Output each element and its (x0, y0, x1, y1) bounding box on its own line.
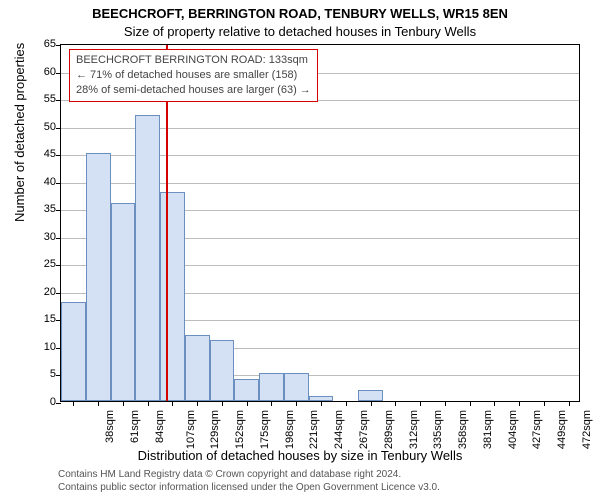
chart-title-main: BEECHCROFT, BERRINGTON ROAD, TENBURY WEL… (0, 6, 600, 21)
histogram-bar (210, 340, 235, 401)
y-tick-mark (56, 293, 61, 294)
histogram-bar (185, 335, 210, 401)
histogram-bar (234, 379, 259, 401)
x-tick-mark (73, 401, 74, 406)
y-tick-label: 50 (44, 121, 56, 133)
x-tick-mark (470, 401, 471, 406)
y-tick-label: 65 (44, 38, 56, 50)
x-tick-mark (445, 401, 446, 406)
y-tick-label: 45 (44, 148, 56, 160)
x-tick-mark (519, 401, 520, 406)
footer-line-1: Contains HM Land Registry data © Crown c… (58, 468, 440, 481)
footer-text: Contains HM Land Registry data © Crown c… (58, 468, 440, 494)
histogram-bar (358, 390, 383, 401)
y-tick-label: 35 (44, 203, 56, 215)
x-tick-label: 335sqm (432, 410, 444, 449)
x-tick-label: 152sqm (234, 410, 246, 449)
x-tick-mark (247, 401, 248, 406)
y-tick-mark (56, 100, 61, 101)
x-tick-label: 358sqm (457, 410, 469, 449)
x-tick-label: 267sqm (358, 410, 370, 449)
y-tick-label: 0 (50, 396, 56, 408)
y-tick-mark (56, 238, 61, 239)
y-tick-mark (56, 265, 61, 266)
x-tick-label: 221sqm (309, 410, 321, 449)
x-tick-mark (346, 401, 347, 406)
annotation-box: BEECHCROFT BERRINGTON ROAD: 133sqm← 71% … (69, 49, 318, 102)
x-tick-label: 427sqm (531, 410, 543, 449)
x-tick-label: 381sqm (482, 410, 494, 449)
x-tick-mark (98, 401, 99, 406)
histogram-bar (111, 203, 136, 401)
plot-region: BEECHCROFT BERRINGTON ROAD: 133sqm← 71% … (60, 44, 580, 402)
x-tick-label: 198sqm (284, 410, 296, 449)
y-tick-label: 55 (44, 93, 56, 105)
histogram-bar (259, 373, 284, 401)
x-tick-mark (172, 401, 173, 406)
histogram-bar (86, 153, 111, 401)
y-tick-label: 25 (44, 258, 56, 270)
x-tick-mark (395, 401, 396, 406)
chart-title-sub: Size of property relative to detached ho… (0, 24, 600, 39)
chart-area: BEECHCROFT BERRINGTON ROAD: 133sqm← 71% … (60, 44, 580, 402)
y-tick-label: 30 (44, 231, 56, 243)
x-tick-mark (222, 401, 223, 406)
histogram-bar (61, 302, 86, 401)
x-tick-label: 175sqm (259, 410, 271, 449)
y-tick-mark (56, 210, 61, 211)
x-tick-label: 289sqm (383, 410, 395, 449)
x-tick-mark (494, 401, 495, 406)
y-tick-label: 5 (50, 368, 56, 380)
y-tick-mark (56, 128, 61, 129)
x-tick-mark (569, 401, 570, 406)
x-tick-mark (321, 401, 322, 406)
x-axis-title: Distribution of detached houses by size … (0, 448, 600, 463)
footer-line-2: Contains public sector information licen… (58, 481, 440, 494)
annotation-line: 28% of semi-detached houses are larger (… (76, 83, 311, 98)
y-tick-label: 60 (44, 66, 56, 78)
annotation-line: BEECHCROFT BERRINGTON ROAD: 133sqm (76, 53, 311, 68)
y-tick-label: 40 (44, 176, 56, 188)
x-tick-mark (123, 401, 124, 406)
y-tick-mark (56, 73, 61, 74)
x-tick-mark (371, 401, 372, 406)
x-tick-mark (271, 401, 272, 406)
y-tick-mark (56, 45, 61, 46)
y-tick-mark (56, 183, 61, 184)
histogram-bar (160, 192, 185, 401)
x-tick-mark (296, 401, 297, 406)
x-tick-mark (197, 401, 198, 406)
x-tick-label: 61sqm (129, 410, 141, 443)
x-tick-mark (148, 401, 149, 406)
x-tick-mark (420, 401, 421, 406)
x-tick-label: 449sqm (556, 410, 568, 449)
histogram-bar (284, 373, 309, 401)
x-tick-mark (544, 401, 545, 406)
annotation-line: ← 71% of detached houses are smaller (15… (76, 68, 311, 83)
x-tick-label: 129sqm (210, 410, 222, 449)
x-tick-label: 472sqm (581, 410, 593, 449)
x-tick-label: 38sqm (104, 410, 116, 443)
y-axis-title: Number of detached properties (12, 43, 27, 222)
y-tick-label: 15 (44, 313, 56, 325)
y-tick-mark (56, 403, 61, 404)
x-tick-label: 107sqm (185, 410, 197, 449)
x-tick-label: 312sqm (408, 410, 420, 449)
x-tick-label: 84sqm (154, 410, 166, 443)
y-tick-label: 20 (44, 286, 56, 298)
y-tick-mark (56, 155, 61, 156)
y-tick-label: 10 (44, 341, 56, 353)
histogram-bar (135, 115, 160, 401)
x-tick-label: 404sqm (507, 410, 519, 449)
x-tick-label: 244sqm (333, 410, 345, 449)
